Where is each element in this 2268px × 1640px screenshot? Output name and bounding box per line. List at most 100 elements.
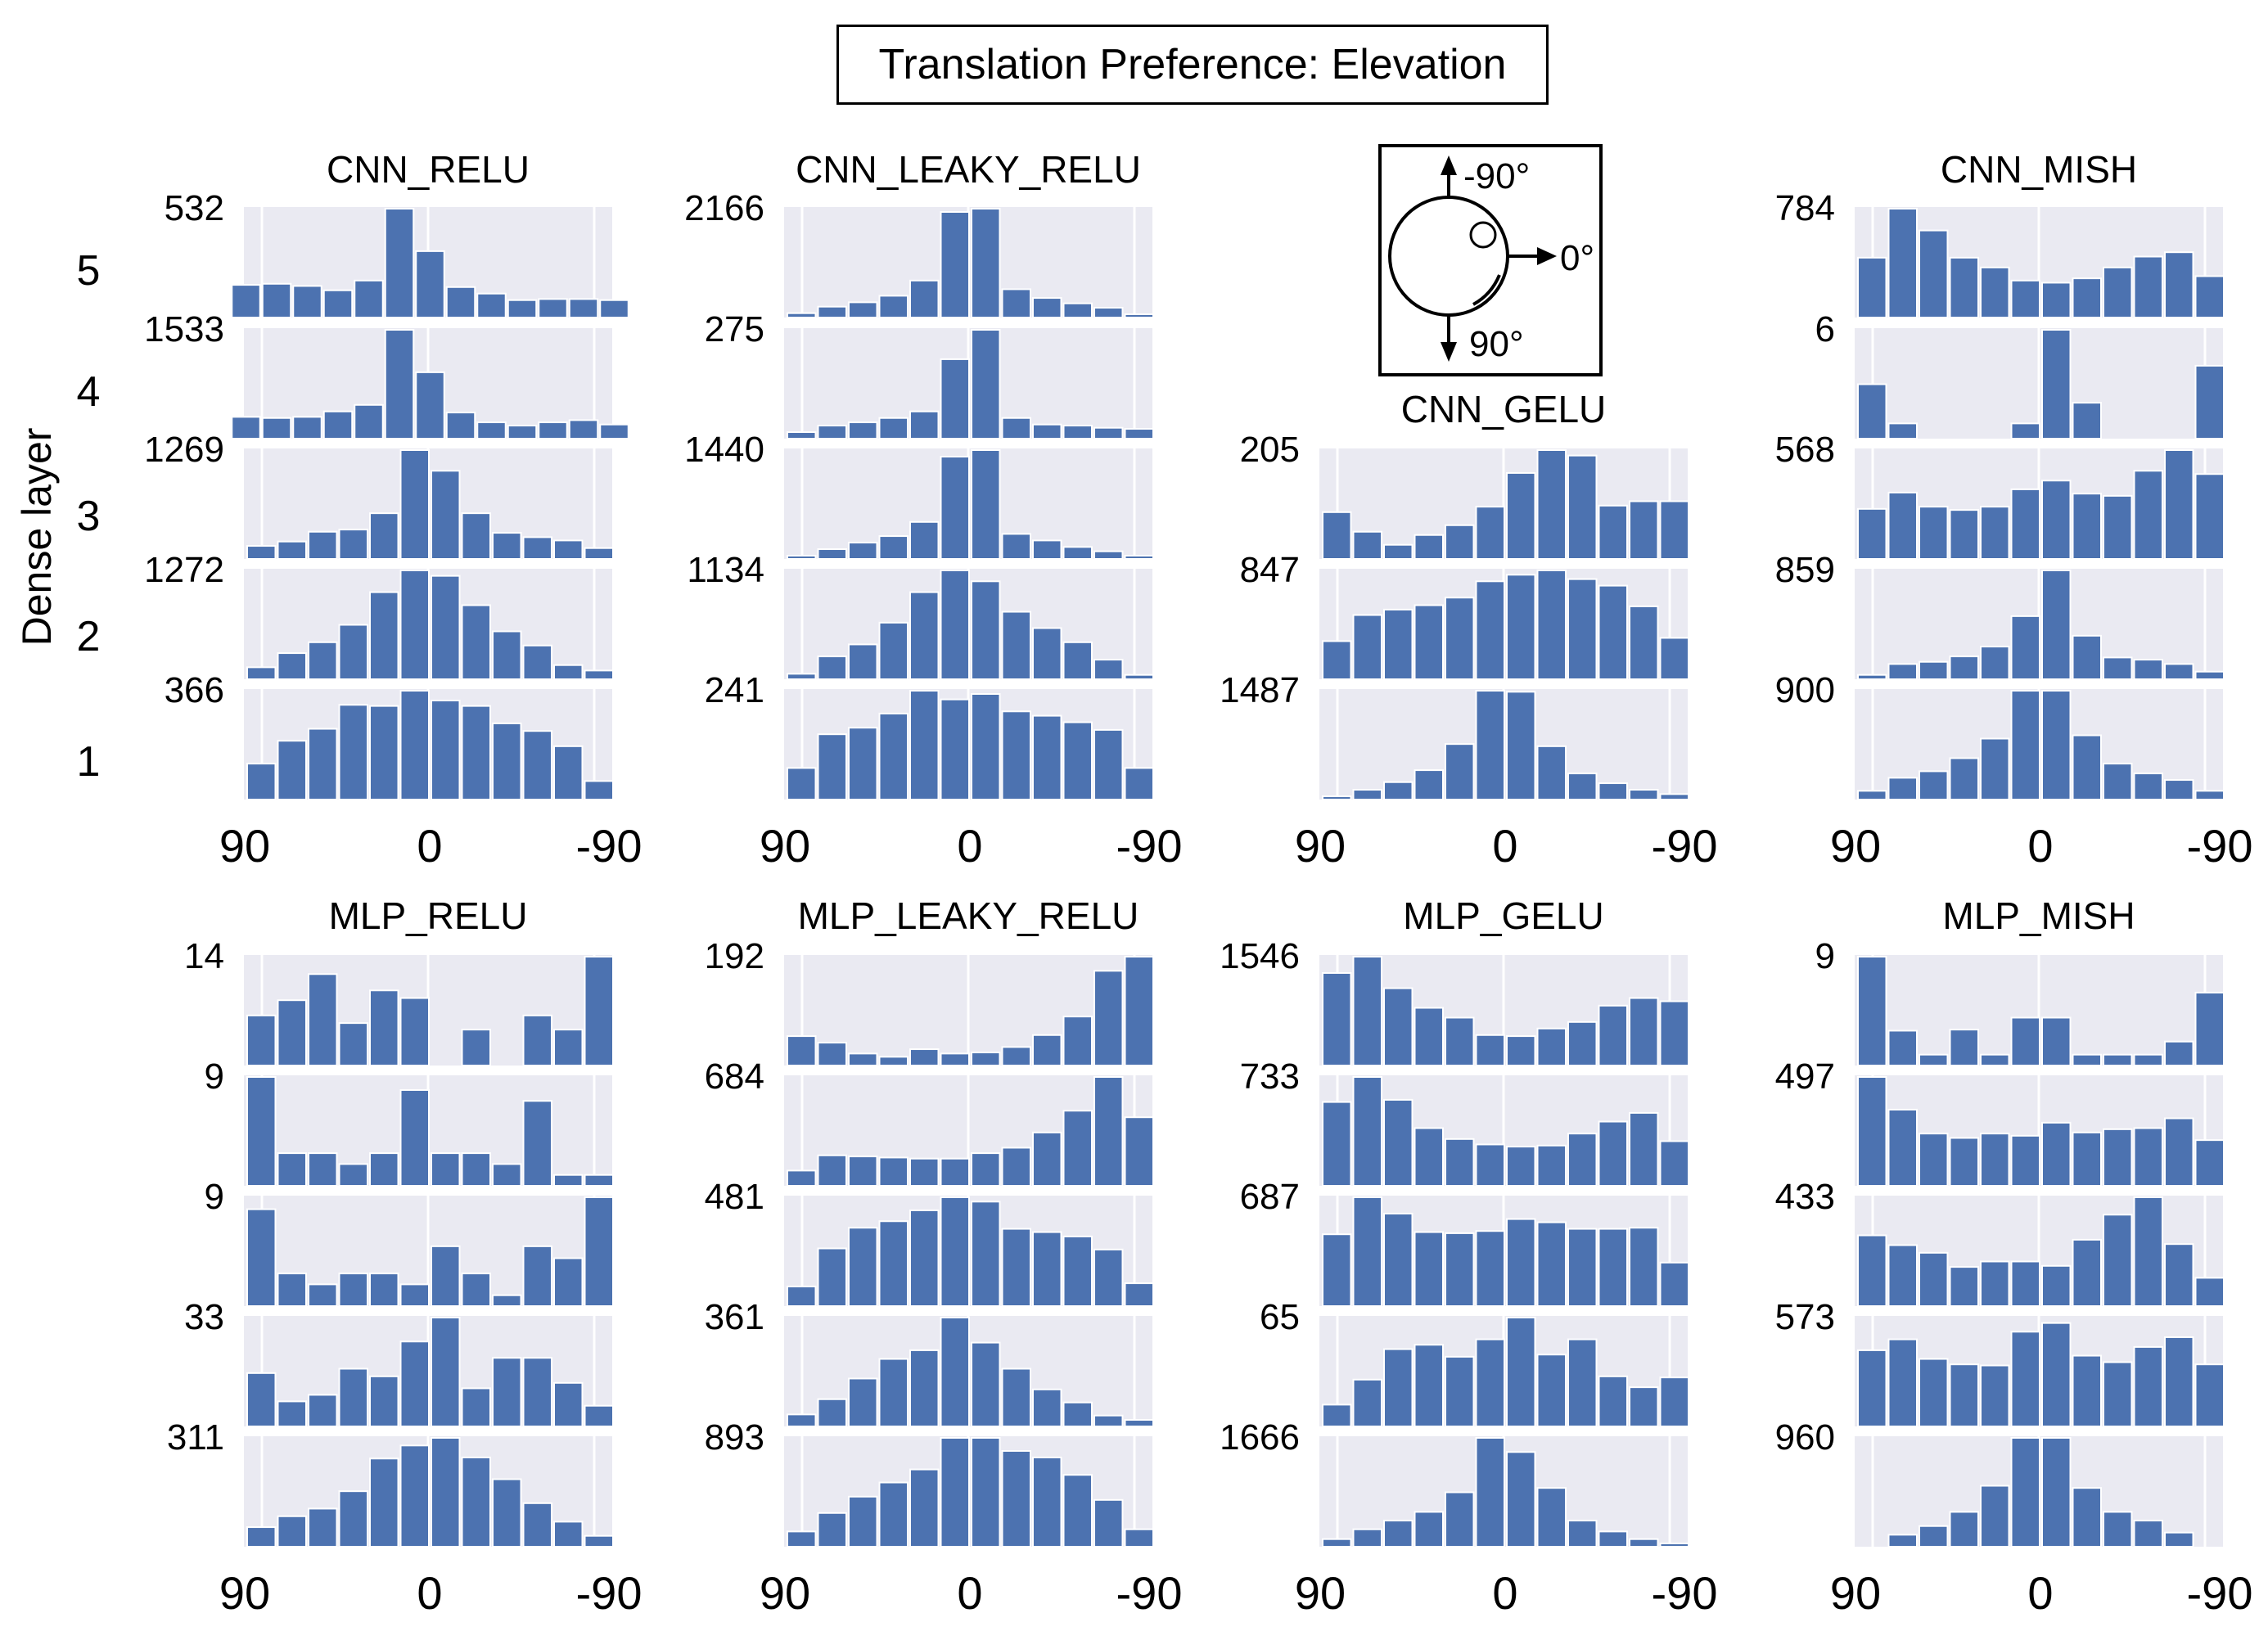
histogram-bar: [909, 1209, 940, 1307]
histogram-bar: [1629, 605, 1659, 681]
max-count-label: 1533: [144, 309, 224, 349]
histogram-bar: [1919, 1251, 1949, 1307]
panel-layer-5: 1546: [1220, 936, 1689, 1067]
x-tick-label: -90: [1116, 820, 1183, 872]
histogram-bar: [2133, 1127, 2163, 1187]
histogram-bar: [1887, 1534, 1918, 1548]
histogram-bar: [1124, 956, 1154, 1066]
histogram-bar: [848, 1156, 878, 1187]
histogram-bar: [308, 530, 338, 560]
histogram-bar: [2133, 1196, 2163, 1307]
x-tick-label: 0: [957, 820, 982, 872]
max-count-label: 1272: [144, 550, 224, 590]
histogram-bar: [354, 403, 384, 439]
x-tick-label: 90: [1830, 820, 1881, 872]
histogram-bar: [461, 604, 491, 680]
panel-layer-4: 1533: [144, 309, 629, 440]
histogram-bar: [2072, 634, 2102, 680]
histogram-bar: [1414, 1127, 1444, 1187]
panel-layer-4: 205: [1240, 430, 1689, 561]
histogram-bar: [1857, 1349, 1887, 1428]
histogram-bar: [1001, 1367, 1031, 1428]
histogram-bar: [787, 1413, 817, 1427]
histogram-bar: [2194, 991, 2225, 1067]
histogram-bar: [1001, 710, 1031, 801]
histogram-bar: [1949, 1363, 1979, 1427]
histogram-bar: [1383, 987, 1414, 1066]
histogram-bar: [2103, 1511, 2133, 1548]
max-count-label: 1269: [144, 430, 224, 470]
histogram-bar: [2133, 255, 2163, 318]
histogram-bar: [1001, 288, 1031, 319]
arrow-up-icon: [1441, 155, 1457, 175]
histogram-bar: [1124, 1116, 1154, 1187]
histogram-bar: [507, 299, 538, 319]
histogram-bar: [878, 712, 909, 800]
histogram-bar: [1887, 1030, 1918, 1066]
histogram-bar: [2010, 279, 2040, 318]
x-tick-label: -90: [2187, 1567, 2253, 1619]
histogram-bar: [431, 699, 461, 800]
histogram-bar: [940, 1317, 970, 1427]
histogram-bar: [817, 1512, 847, 1548]
histogram-bar: [338, 704, 368, 800]
subplot-title: CNN_MISH: [1941, 148, 2137, 191]
histogram-bar: [1506, 1146, 1536, 1187]
histogram-bar: [1536, 745, 1567, 801]
histogram-bar: [246, 1526, 277, 1548]
histogram-bar: [2010, 615, 2040, 680]
x-tick-label: -90: [1116, 1567, 1183, 1619]
histogram-bar: [2103, 266, 2133, 319]
histogram-bar: [308, 728, 338, 800]
subplot-mlp-relu: MLP_RELU 14 9 9 33 311 90 0 -90: [167, 894, 643, 1619]
histogram-bar: [2072, 1487, 2102, 1548]
histogram-bar: [971, 692, 1001, 800]
histogram-bar: [1567, 1520, 1598, 1548]
histogram-bar: [787, 1530, 817, 1548]
histogram-bar: [1445, 1138, 1475, 1187]
histogram-bar: [1506, 1035, 1536, 1066]
histogram-bar: [445, 286, 476, 319]
histogram-bar: [1032, 1231, 1062, 1308]
histogram-bar: [1124, 767, 1154, 800]
histogram-bar: [1980, 1053, 2010, 1066]
histogram-bar: [538, 421, 568, 439]
histogram-bar: [1445, 1491, 1475, 1548]
histogram-bar: [399, 690, 430, 800]
histogram-bar: [1093, 1248, 1124, 1307]
histogram-bar: [415, 250, 445, 318]
histogram-bar: [584, 1534, 614, 1548]
histogram-bar: [2072, 402, 2102, 439]
histogram-bar: [1093, 728, 1124, 801]
histogram-bar: [878, 1220, 909, 1308]
histogram-bar: [1598, 1375, 1628, 1427]
histogram-bar: [261, 417, 292, 440]
histogram-bar: [2072, 1131, 2102, 1187]
x-tick-label: 0: [1492, 820, 1517, 872]
histogram-bar: [277, 1152, 307, 1187]
histogram-bar: [2041, 1121, 2072, 1187]
figure-title: Translation Preference: Elevation: [878, 41, 1507, 88]
histogram-bar: [1857, 256, 1887, 319]
histogram-bar: [1536, 570, 1567, 680]
histogram-bar: [1949, 256, 1979, 319]
histogram-bar: [1383, 543, 1414, 561]
histogram-bar: [848, 542, 878, 560]
histogram-bar: [277, 652, 307, 681]
histogram-bar: [1032, 1131, 1062, 1187]
histogram-bar: [1124, 428, 1154, 440]
histogram-bar: [431, 1317, 461, 1427]
histogram-bar: [261, 282, 292, 318]
subplot-title: MLP_MISH: [1942, 894, 2135, 937]
histogram-bar: [308, 1283, 338, 1308]
histogram-bar: [2194, 790, 2225, 800]
histogram-bar: [2010, 1134, 2040, 1187]
max-count-label: 532: [165, 188, 224, 228]
histogram-bar: [2072, 1053, 2102, 1066]
max-count-label: 1546: [1220, 936, 1300, 976]
x-tick-label: -90: [1652, 820, 1718, 872]
panel-layer-1: 893: [705, 1417, 1154, 1548]
histogram-bar: [1475, 580, 1505, 680]
x-tick-label: 90: [1830, 1567, 1881, 1619]
